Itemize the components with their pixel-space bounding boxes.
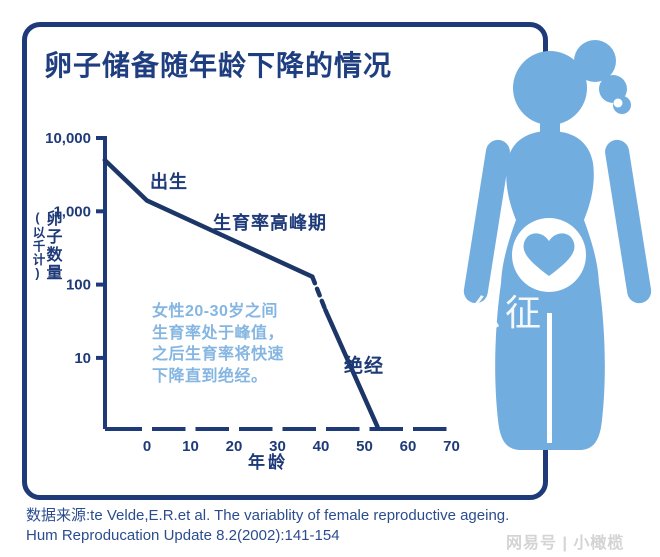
x-axis-title: 年龄 xyxy=(248,453,288,472)
y-axis-title-main: 卵子数量 xyxy=(43,210,61,282)
svg-text:50: 50 xyxy=(356,438,373,455)
publisher-watermark: 网易号 | 小橄榄 xyxy=(506,535,625,552)
annotation-peak-fertility: 生育率高峰期 xyxy=(213,213,327,233)
svg-text:40: 40 xyxy=(313,438,330,455)
neck xyxy=(540,111,560,137)
annotation-note: 女性20-30岁之间 生育率处于峰值， 之后生育率将快速 下降直到绝经。 xyxy=(152,303,285,385)
y-axis-title: 卵子数量 (以千计) xyxy=(30,210,61,282)
hair-curl xyxy=(599,75,627,103)
svg-text:10: 10 xyxy=(74,350,91,367)
svg-text:30: 30 xyxy=(269,438,286,455)
left-arm xyxy=(463,139,510,304)
annotation-menopause: 绝经 xyxy=(344,356,385,377)
svg-text:60: 60 xyxy=(400,438,417,455)
leg-divider xyxy=(547,313,552,443)
y-axis-title-sub: (以千计) xyxy=(30,210,45,282)
figure-overlay-watermark: 么征 xyxy=(465,292,546,333)
svg-text:1,000: 1,000 xyxy=(53,203,91,220)
svg-text:0: 0 xyxy=(143,438,151,455)
svg-text:70: 70 xyxy=(443,438,460,455)
head xyxy=(513,51,587,125)
svg-text:10,000: 10,000 xyxy=(45,130,91,147)
heart-icon xyxy=(523,233,575,276)
page-title: 卵子储备随年龄下降的情况 xyxy=(44,50,393,81)
svg-text:10: 10 xyxy=(182,438,199,455)
data-source-line-2: Hum Reproducation Update 8.2(2002):141-1… xyxy=(26,527,340,544)
pregnant-woman-icon xyxy=(463,40,652,450)
svg-text:100: 100 xyxy=(66,277,91,294)
svg-text:20: 20 xyxy=(226,438,243,455)
data-source-line-1: 数据来源:te Velde,E.R.et al. The variablity … xyxy=(26,507,510,524)
annotation-birth: 出生 xyxy=(150,172,188,192)
data-source: 数据来源:te Velde,E.R.et al. The variablity … xyxy=(26,506,509,546)
hair-curl-notch xyxy=(613,98,623,108)
right-arm xyxy=(605,139,652,304)
hair-bun xyxy=(574,40,616,82)
